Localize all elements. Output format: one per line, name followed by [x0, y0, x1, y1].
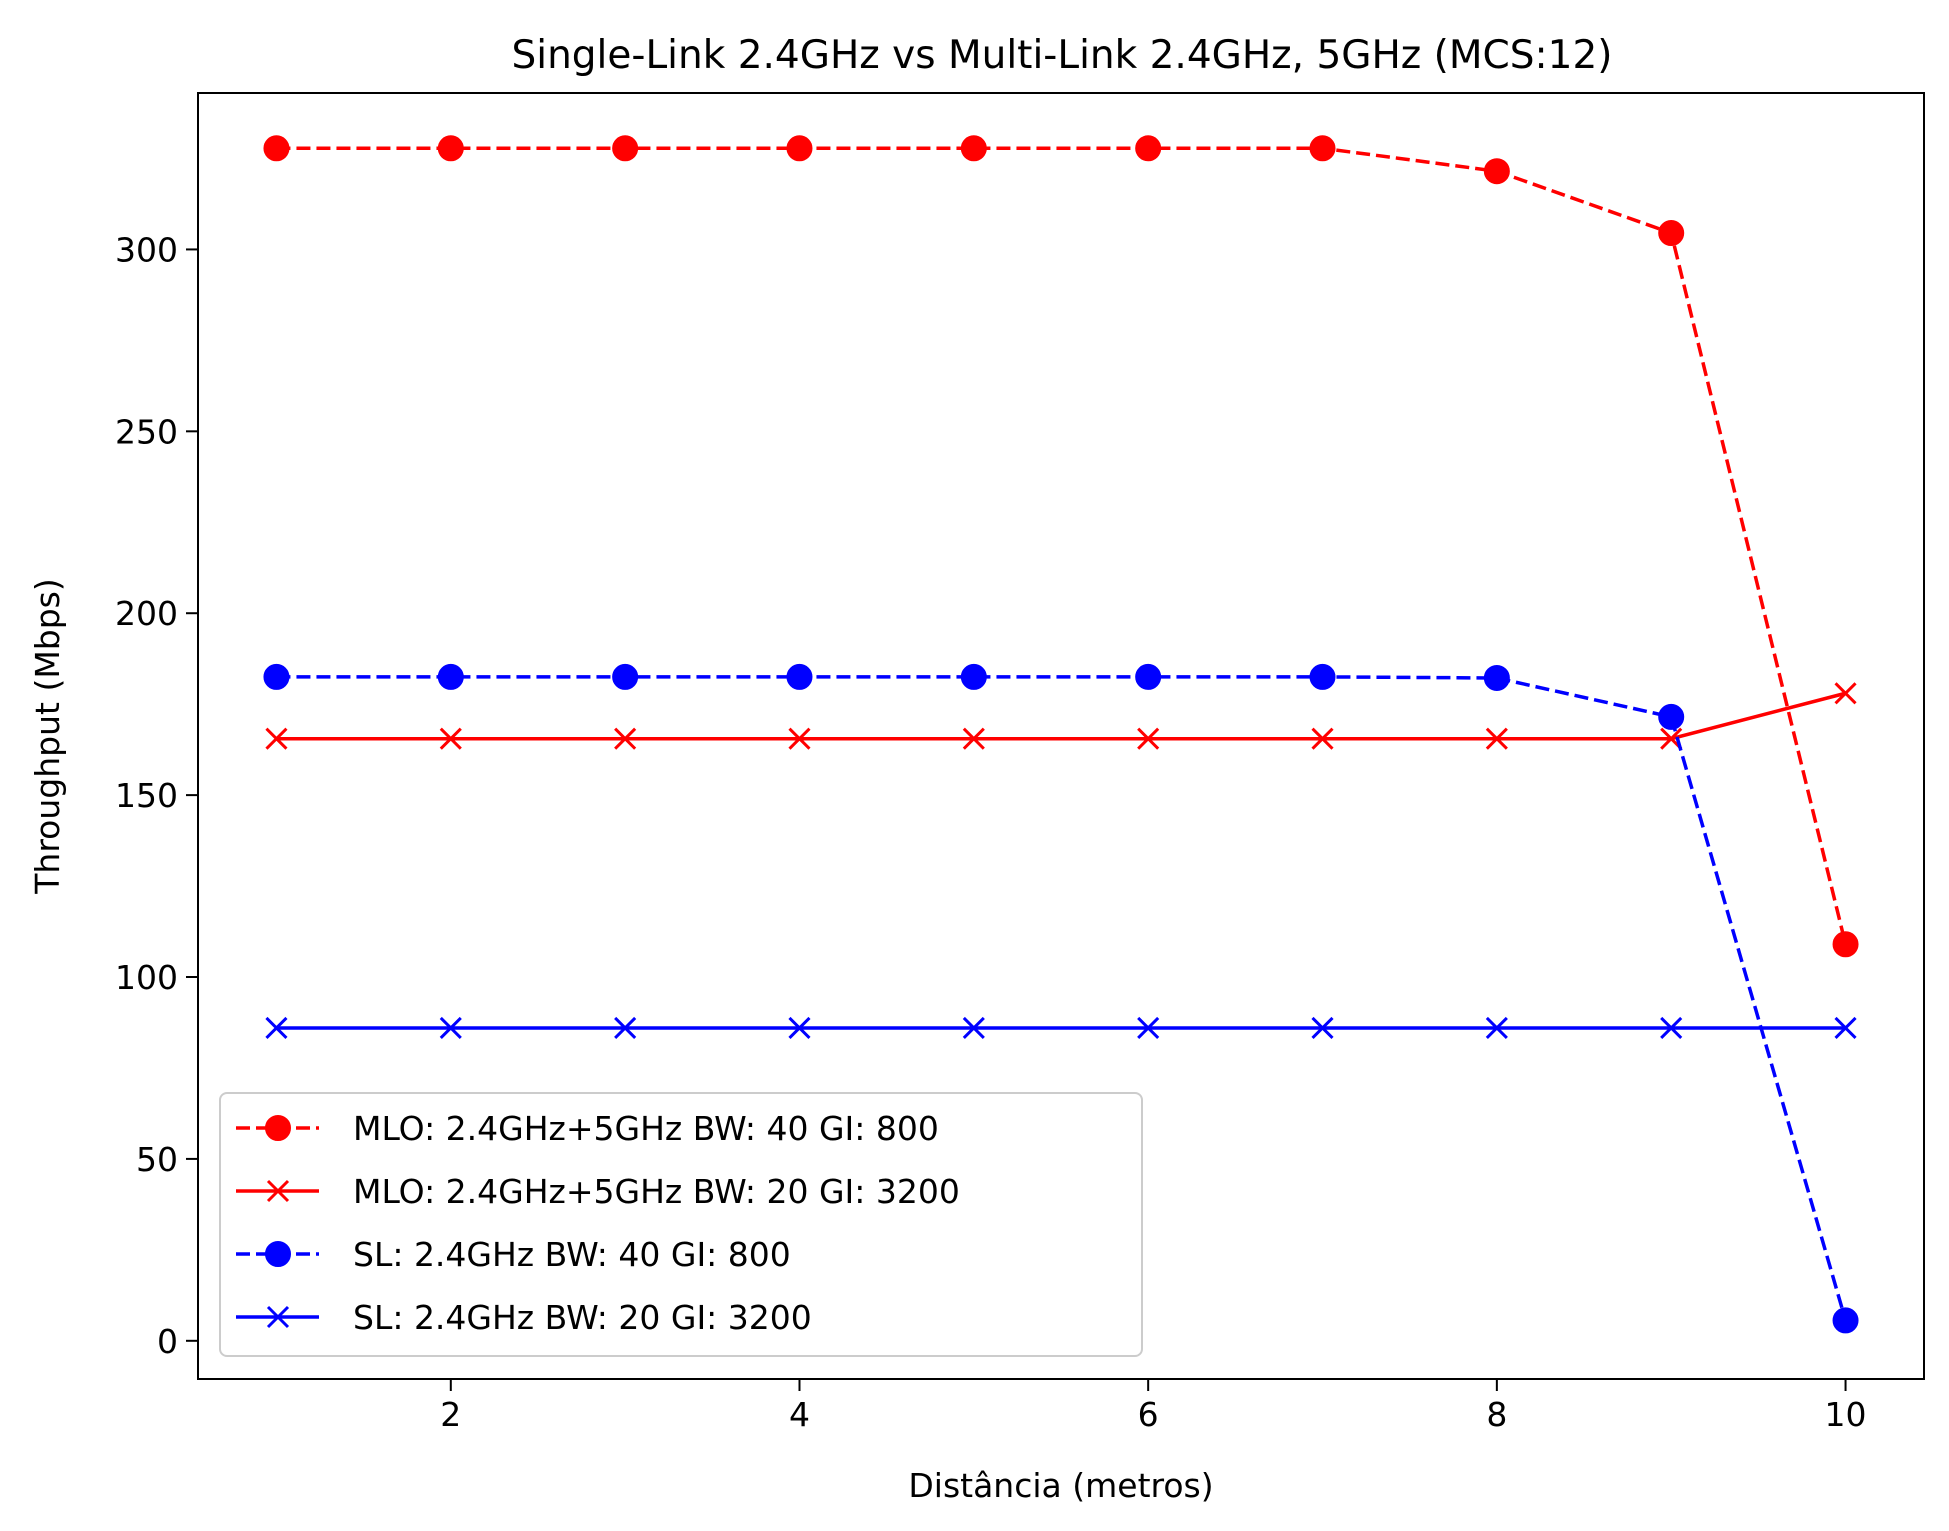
data-point	[612, 663, 639, 690]
series-4	[265, 1016, 1857, 1040]
legend-label: MLO: 2.4GHz+5GHz BW: 20 GI: 3200	[353, 1172, 960, 1211]
y-tick-label: 100	[115, 958, 178, 997]
y-tick-label: 300	[115, 230, 178, 269]
data-point	[1832, 1307, 1859, 1334]
data-point	[1135, 663, 1162, 690]
data-point	[1660, 1016, 1683, 1040]
series-line	[276, 675, 1848, 1321]
data-point	[265, 727, 288, 750]
data-point	[1658, 220, 1685, 247]
legend-marker	[266, 1305, 290, 1329]
y-tick-label: 50	[136, 1140, 178, 1179]
y-tick-label: 0	[157, 1322, 178, 1361]
legend-item: MLO: 2.4GHz+5GHz BW: 40 GI: 800	[236, 1109, 939, 1148]
legend-label: MLO: 2.4GHz+5GHz BW: 40 GI: 800	[353, 1109, 939, 1148]
legend-item: MLO: 2.4GHz+5GHz BW: 20 GI: 3200	[236, 1172, 960, 1211]
data-point	[1311, 727, 1334, 750]
y-axis-label: Throughput (Mbps)	[28, 578, 67, 894]
x-tick-label: 4	[789, 1395, 810, 1434]
x-tick-label: 8	[1486, 1395, 1507, 1434]
y-tick-label: 200	[115, 594, 178, 633]
data-point	[1309, 663, 1336, 690]
x-tick-label: 6	[1138, 1395, 1159, 1434]
data-point	[1485, 1016, 1508, 1040]
data-point	[1658, 703, 1685, 730]
data-point	[263, 663, 290, 690]
data-point	[786, 135, 813, 162]
y-axis: 0 50 100 150 200 250 300	[115, 230, 198, 1361]
series-2	[265, 682, 1857, 750]
data-point	[263, 135, 290, 162]
data-point	[437, 663, 464, 690]
x-tick-label: 2	[440, 1395, 461, 1434]
x-axis: 2 4 6 8 10	[440, 1379, 1867, 1434]
data-point	[1135, 135, 1162, 162]
data-point	[1137, 727, 1160, 750]
y-tick-label: 150	[115, 776, 178, 815]
data-point	[614, 1016, 637, 1040]
legend-marker	[266, 1179, 290, 1203]
data-point	[1485, 727, 1508, 750]
data-point	[1309, 135, 1336, 162]
legend: MLO: 2.4GHz+5GHz BW: 40 GI: 800 MLO: 2.4G…	[219, 1092, 1143, 1357]
data-point	[1483, 158, 1510, 185]
series-1	[263, 135, 1859, 958]
legend-label: SL: 2.4GHz BW: 20 GI: 3200	[353, 1298, 812, 1337]
data-point	[788, 1016, 811, 1040]
series-layer	[263, 135, 1859, 1334]
data-point	[439, 1016, 462, 1040]
data-point	[612, 135, 639, 162]
data-point	[437, 135, 464, 162]
series-3	[263, 663, 1859, 1334]
data-point	[1834, 1016, 1857, 1040]
data-point	[1137, 1016, 1160, 1040]
data-point	[786, 663, 813, 690]
x-tick-label: 10	[1825, 1395, 1867, 1434]
data-point	[960, 663, 987, 690]
data-point	[439, 727, 462, 750]
data-point	[265, 1016, 288, 1040]
data-point	[962, 1016, 985, 1040]
data-point	[788, 727, 811, 750]
data-point	[1834, 682, 1857, 705]
data-point	[1483, 664, 1510, 691]
legend-box	[219, 1092, 1143, 1357]
data-point	[962, 727, 985, 750]
data-point	[614, 727, 637, 750]
chart-title: Single-Link 2.4GHz vs Multi-Link 2.4GHz,…	[511, 33, 1612, 78]
legend-item: SL: 2.4GHz BW: 20 GI: 3200	[236, 1298, 812, 1337]
legend-marker	[265, 1115, 291, 1141]
legend-label: SL: 2.4GHz BW: 40 GI: 800	[353, 1235, 791, 1274]
data-point	[1832, 931, 1859, 958]
legend-marker	[265, 1241, 291, 1267]
y-tick-label: 250	[115, 412, 178, 451]
legend-item: SL: 2.4GHz BW: 40 GI: 800	[236, 1235, 791, 1274]
data-point	[960, 135, 987, 162]
x-axis-label: Distância (metros)	[908, 1466, 1213, 1505]
series-line	[276, 691, 1846, 741]
series-line	[276, 146, 1848, 945]
data-point	[1311, 1016, 1334, 1040]
